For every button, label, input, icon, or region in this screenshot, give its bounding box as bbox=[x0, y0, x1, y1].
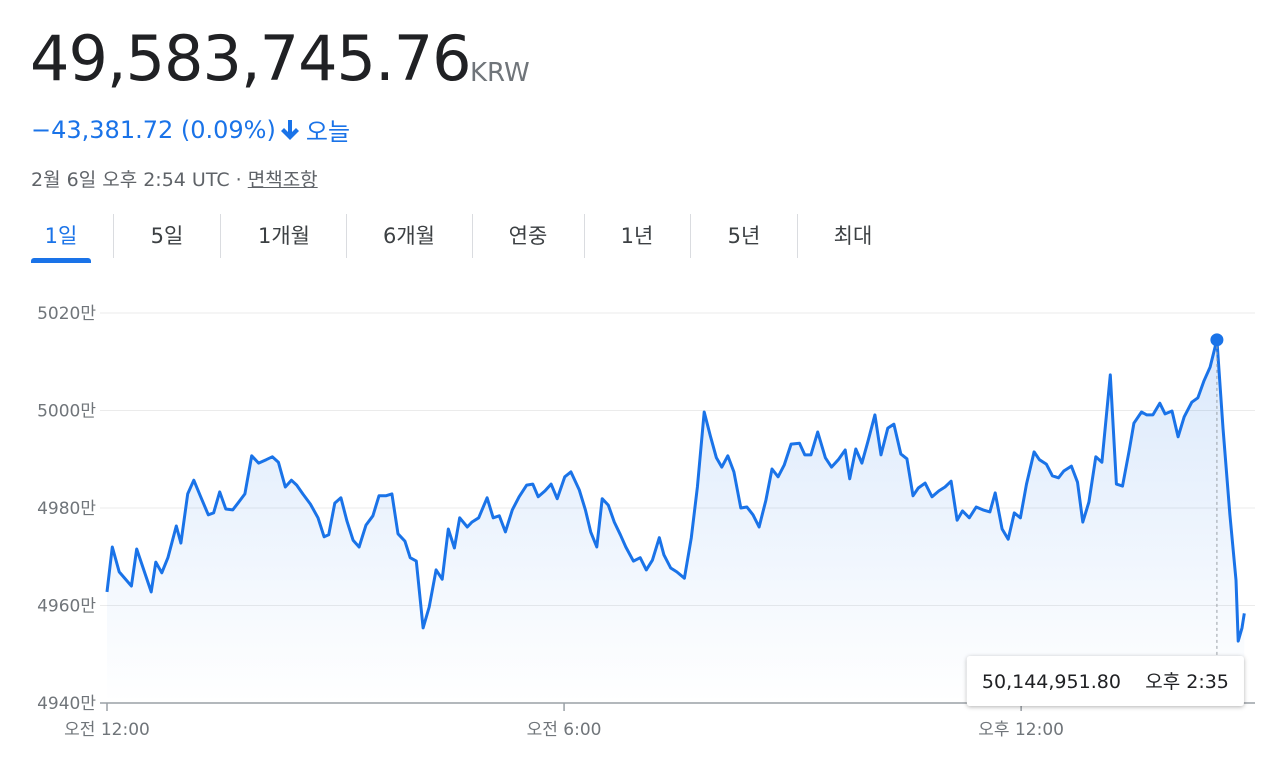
y-tick-label: 4960만 bbox=[37, 597, 96, 617]
separator: · bbox=[235, 169, 242, 191]
tooltip-box bbox=[966, 656, 1244, 706]
y-tick-label: 4940만 bbox=[37, 694, 96, 714]
currency: KRW bbox=[470, 58, 530, 88]
x-tick-label: 오전 12:00 bbox=[64, 720, 150, 740]
range-tab[interactable]: 최대 bbox=[833, 224, 873, 248]
period: 오늘 bbox=[305, 118, 351, 146]
date-row: 2월 6일 오후 2:54 UTC · 면책조항 bbox=[31, 165, 318, 192]
y-tick-label: 4980만 bbox=[37, 499, 96, 519]
tab-separator bbox=[346, 214, 347, 258]
area bbox=[107, 339, 1245, 703]
range-tab[interactable]: 1개월 bbox=[257, 224, 311, 248]
hover-point bbox=[1210, 333, 1224, 347]
x-tick-label: 오후 12:00 bbox=[978, 720, 1064, 740]
selected-tab-indicator bbox=[31, 258, 91, 263]
tooltip-time: 오후 2:35 bbox=[1145, 671, 1229, 693]
disclaimer-link[interactable]: 면책조항 bbox=[247, 169, 318, 191]
tab-separator bbox=[472, 214, 473, 258]
change: −43,381.72 (0.09%) bbox=[31, 115, 276, 144]
tooltip: 50,144,951.80 오후 2:35 bbox=[966, 656, 1244, 706]
price-line bbox=[105, 338, 1246, 643]
range-tab[interactable]: 5일 bbox=[150, 224, 184, 248]
price: 49,583,745.76 bbox=[30, 22, 472, 95]
date: 2월 6일 오후 2:54 UTC bbox=[31, 169, 230, 191]
down-arrow bbox=[280, 119, 299, 140]
tab-separator bbox=[113, 214, 114, 258]
y-tick-label: 5000만 bbox=[37, 402, 96, 422]
tab-separator bbox=[690, 214, 691, 258]
tab-separator bbox=[220, 214, 221, 258]
range-tab[interactable]: 연중 bbox=[508, 224, 548, 248]
range-tab[interactable]: 1일 bbox=[44, 224, 78, 248]
range-tabs: 1일 5일 1개월 6개월 연중 1년 5년 최대 bbox=[0, 214, 920, 264]
x-tick-label: 오전 6:00 bbox=[527, 720, 602, 740]
tab-separator bbox=[584, 214, 585, 258]
range-tab[interactable]: 5년 bbox=[727, 224, 761, 248]
change-row: −43,381.72 (0.09%) 오늘 bbox=[31, 112, 350, 147]
tooltip-value: 50,144,951.80 bbox=[982, 671, 1121, 693]
tab-separator bbox=[797, 214, 798, 258]
range-tab[interactable]: 6개월 bbox=[382, 224, 436, 248]
range-tab[interactable]: 1년 bbox=[620, 224, 654, 248]
y-tick-label: 5020만 bbox=[37, 304, 96, 324]
